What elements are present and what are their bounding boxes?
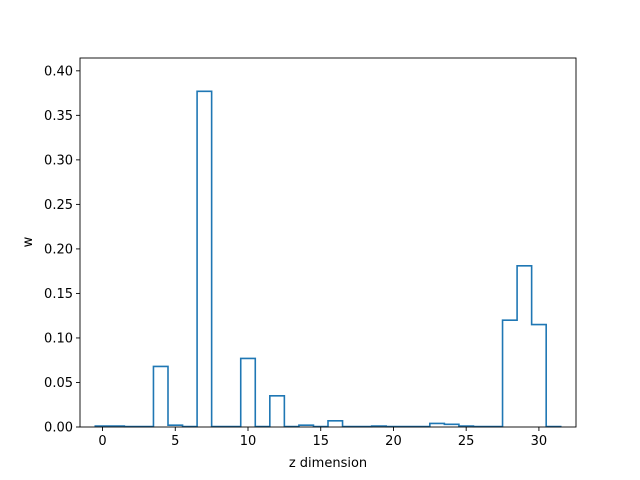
y-tick-label: 0.05 [44, 376, 73, 391]
plot-frame [79, 57, 577, 428]
x-axis-label: z dimension [289, 456, 367, 471]
y-tick-label: 0.10 [44, 331, 73, 346]
y-tick-label: 0.20 [44, 242, 73, 257]
x-tick-label: 25 [458, 434, 475, 449]
y-tick-label: 0.15 [44, 287, 73, 302]
x-tick-label: 15 [312, 434, 329, 449]
x-tick-label: 10 [240, 434, 257, 449]
y-tick-label: 0.35 [44, 109, 73, 124]
x-tick-label: 5 [171, 434, 179, 449]
y-tick-label: 0.40 [44, 64, 73, 79]
x-tick-label: 30 [531, 434, 548, 449]
x-axis-ticks: 0 5 10 15 20 25 30 [98, 427, 547, 449]
y-tick-label: 0.00 [44, 421, 73, 436]
plot-area [79, 57, 577, 428]
y-axis-ticks: 0.00 0.05 0.10 0.15 0.20 0.25 0.30 0.35 0.40 [44, 64, 80, 436]
x-tick-label: 0 [98, 434, 106, 449]
histogram-step-line [94, 90, 562, 428]
y-tick-label: 0.30 [44, 153, 73, 168]
x-tick-label: 20 [385, 434, 402, 449]
y-axis-label: w [21, 236, 36, 247]
y-tick-label: 0.25 [44, 198, 73, 213]
